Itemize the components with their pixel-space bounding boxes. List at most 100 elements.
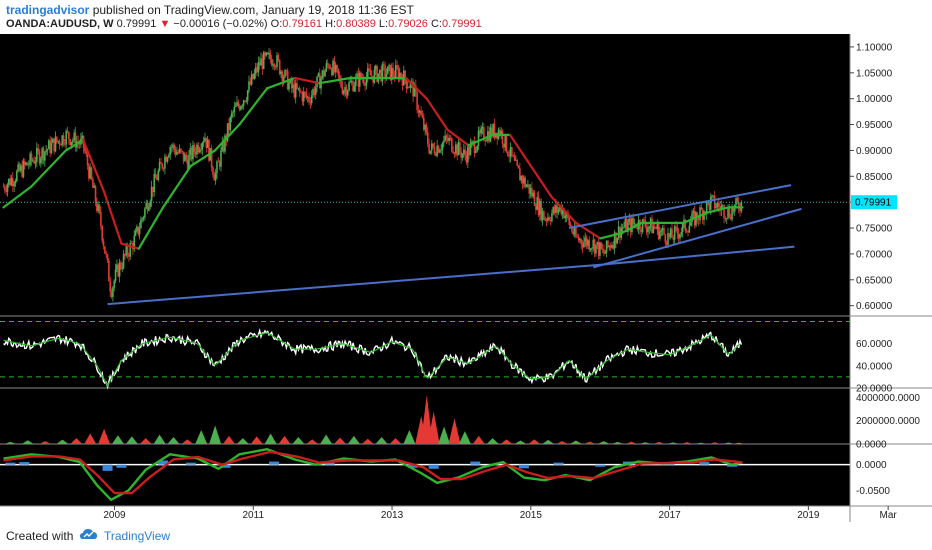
macd-histogram-bar xyxy=(595,464,606,467)
candle-body xyxy=(294,83,297,98)
price-tick-label: 1.05000 xyxy=(856,68,893,79)
candle-body xyxy=(484,140,486,142)
candle-body xyxy=(48,140,50,150)
volume-bar xyxy=(732,442,745,444)
publisher-link[interactable]: tradingadvisor xyxy=(6,3,90,17)
candle-body xyxy=(70,141,73,146)
candle-body xyxy=(624,218,627,228)
candle-body xyxy=(217,161,220,163)
tradingview-cloud-icon[interactable] xyxy=(80,527,98,543)
candle-body xyxy=(360,72,362,79)
candle-body xyxy=(480,128,482,134)
candle-body xyxy=(102,240,105,247)
candle-body xyxy=(260,58,262,66)
candle-body xyxy=(257,62,260,73)
moving-average-segment xyxy=(599,232,623,240)
candle-body xyxy=(50,142,53,153)
volume-bar xyxy=(21,440,34,444)
candle-body xyxy=(41,148,43,159)
moving-average-segment xyxy=(64,138,85,152)
candle-body xyxy=(326,63,329,65)
volume-bar xyxy=(375,437,388,444)
candle-body xyxy=(269,52,272,60)
volume-bar xyxy=(56,439,69,444)
candle-body xyxy=(735,198,737,205)
candle-body xyxy=(459,142,461,152)
candle-body xyxy=(607,240,609,247)
candle-body xyxy=(452,151,454,154)
candle-body xyxy=(268,52,270,55)
moving-average-segment xyxy=(102,190,123,245)
candle-body xyxy=(374,65,377,70)
candle-body xyxy=(515,160,517,161)
volume-bar xyxy=(639,442,652,444)
candle-body xyxy=(164,156,166,169)
candle-body xyxy=(174,149,177,155)
candle-body xyxy=(340,78,342,87)
candle-body xyxy=(276,55,278,68)
tradingview-brand-link[interactable]: TradingView xyxy=(104,529,171,543)
candle-body xyxy=(376,65,378,82)
candle-body xyxy=(16,171,18,182)
candle-body xyxy=(10,178,13,186)
macd-histogram-bar xyxy=(220,464,231,468)
footer-bar: Created with TradingView xyxy=(0,522,932,550)
candle-body xyxy=(258,62,261,66)
candle-body xyxy=(493,124,496,138)
volume-bar xyxy=(680,442,693,444)
candle-body xyxy=(708,202,711,210)
candle-body xyxy=(122,254,125,268)
candle-body xyxy=(161,163,164,169)
chart-area[interactable]: 1.10000 1.05000 1.00000 0.95000 0.90000 0.850… xyxy=(0,34,932,522)
candle-body xyxy=(657,223,660,239)
volume-bar xyxy=(542,439,555,444)
candle-body xyxy=(56,136,58,142)
candle-body xyxy=(130,243,133,244)
candle-body xyxy=(160,161,162,164)
candle-body xyxy=(609,245,612,248)
candle-body xyxy=(382,64,385,66)
candle-body xyxy=(13,183,15,187)
candle-body xyxy=(663,227,665,235)
price-tick-label: 1.10000 xyxy=(856,42,893,53)
last-price-badge-label: 0.79991 xyxy=(855,198,892,209)
candle-body xyxy=(412,81,414,97)
candle-body xyxy=(192,145,194,160)
candle-body xyxy=(250,74,253,85)
macd-histogram-bar xyxy=(102,464,113,471)
candle-body xyxy=(304,91,306,93)
candle-body xyxy=(525,185,528,187)
macd-signal-line xyxy=(3,450,743,495)
candle-body xyxy=(535,205,537,210)
moving-average-segment xyxy=(550,195,578,224)
candle-body xyxy=(569,224,572,227)
volume-bar xyxy=(4,441,17,444)
candle-body xyxy=(544,219,547,221)
candle-body xyxy=(627,222,629,232)
candle-body xyxy=(300,91,302,93)
candle-body xyxy=(96,202,98,211)
candle-body xyxy=(17,164,19,172)
candle-body xyxy=(144,208,146,218)
price-tick-label: 0.90000 xyxy=(856,146,893,157)
candle-body xyxy=(181,150,184,152)
candle-body xyxy=(545,219,548,221)
symbol-info: OANDA:AUDUSD, W 0.79991 ▼ −0.00016 (−0.0… xyxy=(6,18,482,30)
candle-body xyxy=(166,157,169,162)
candle-body xyxy=(739,208,741,212)
time-tick-label: Mar xyxy=(880,510,898,521)
candle-body xyxy=(328,64,330,69)
candle-body xyxy=(68,131,70,140)
chart-canvas[interactable]: 1.10000 1.05000 1.00000 0.95000 0.90000 0.850… xyxy=(0,34,932,522)
close-value: 0.79991 xyxy=(441,18,482,30)
candle-body xyxy=(9,178,11,186)
candle-body xyxy=(100,212,102,227)
candle-body xyxy=(656,223,659,230)
candle-body xyxy=(278,60,281,75)
candle-body xyxy=(245,100,248,102)
candle-body xyxy=(288,82,290,90)
volume-bar xyxy=(625,441,638,444)
macd-histogram-bar xyxy=(407,464,418,468)
candle-body xyxy=(118,262,121,277)
volume-tick-label: 4000000.0000 xyxy=(856,393,920,404)
